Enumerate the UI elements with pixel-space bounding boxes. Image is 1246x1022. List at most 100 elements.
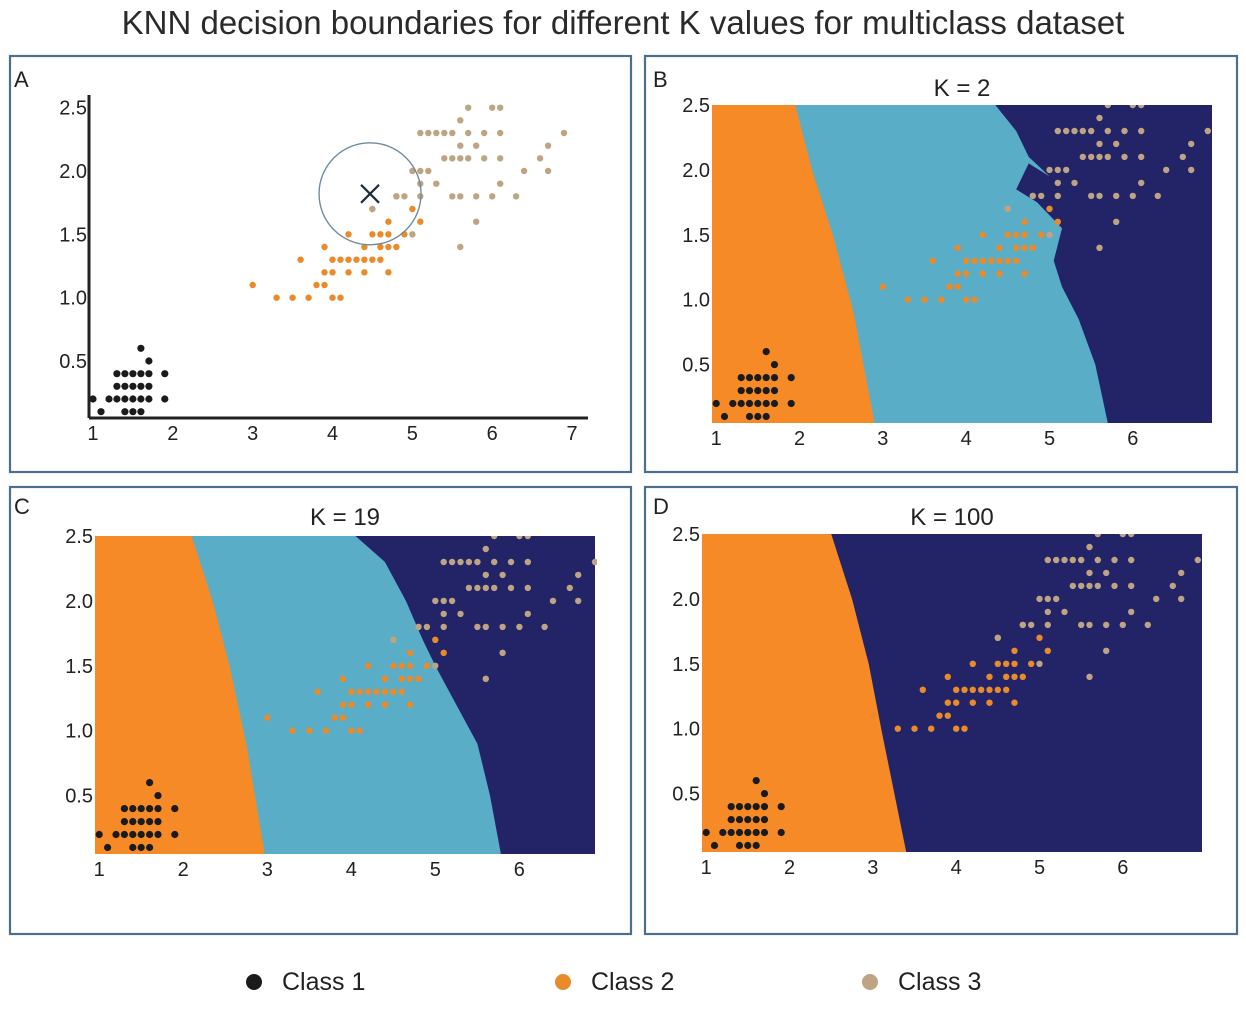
point-class2 (329, 269, 336, 276)
point-class3 (474, 558, 481, 566)
x-tick-label: 1 (711, 428, 722, 450)
point-class3 (1194, 556, 1202, 564)
point-class1 (745, 387, 754, 395)
point-class2 (929, 257, 936, 264)
point-class2 (339, 714, 347, 721)
point-class3 (1054, 179, 1062, 187)
y-tick-label: 2.5 (682, 95, 710, 117)
point-class1 (727, 803, 735, 811)
panel-B: B K = 2 1 2 3 4 5 6 0.5 1.0 1.5 2.0 2.5 (643, 54, 1239, 474)
point-class3 (433, 129, 440, 137)
point-class3 (1086, 582, 1093, 590)
point-class3 (457, 558, 464, 566)
point-class3 (1188, 166, 1195, 174)
point-class2 (364, 688, 372, 695)
point-class2 (377, 256, 384, 263)
legend-swatch-class1 (246, 974, 262, 990)
point-class1 (777, 828, 785, 837)
point-class2 (963, 257, 970, 264)
point-class3 (1004, 205, 1011, 212)
point-class1 (752, 841, 760, 850)
point-class3 (1088, 192, 1095, 200)
point-class3 (1086, 673, 1093, 680)
panel-title: K = 2 (934, 75, 991, 102)
point-class3 (520, 167, 528, 175)
point-class3 (449, 129, 456, 137)
point-class1 (729, 399, 737, 408)
point-class1 (754, 399, 762, 408)
point-class2 (385, 243, 392, 251)
point-class3 (1111, 556, 1118, 564)
point-class3 (441, 155, 448, 162)
point-class3 (1119, 621, 1127, 629)
point-class2 (953, 699, 960, 706)
point-class3 (575, 597, 582, 605)
point-class3 (1028, 621, 1035, 629)
point-class3 (481, 155, 488, 162)
point-class3 (1121, 153, 1128, 161)
point-class2 (1021, 244, 1028, 251)
y-tick-label: 1.5 (672, 654, 700, 676)
x-tick-label: 3 (262, 859, 273, 881)
point-class3 (491, 584, 498, 592)
point-class2 (961, 725, 968, 732)
point-class3 (497, 104, 504, 111)
point-class3 (465, 129, 472, 137)
panel-frame (8, 485, 633, 936)
x-tick-label: 5 (430, 859, 441, 881)
point-class3 (482, 571, 489, 579)
point-class1 (129, 818, 137, 826)
point-class3 (1044, 595, 1052, 603)
point-class1 (720, 412, 729, 421)
point-class3 (1096, 192, 1103, 200)
point-class3 (1088, 153, 1095, 161)
point-class2 (390, 688, 397, 695)
point-class1 (145, 382, 153, 390)
point-class1 (752, 777, 760, 785)
panel-title: K = 19 (310, 504, 380, 531)
point-class3 (549, 597, 557, 605)
point-class2 (944, 712, 951, 719)
point-class2 (1004, 257, 1011, 264)
point-class2 (369, 231, 376, 238)
point-class2 (994, 686, 1001, 693)
point-class1 (171, 805, 179, 813)
region-class1 (95, 536, 265, 854)
point-class2 (398, 662, 405, 669)
point-class3 (1071, 127, 1078, 135)
point-class1 (146, 779, 154, 787)
x-tick-label: 1 (701, 857, 712, 879)
point-class3 (1061, 556, 1068, 564)
point-class2 (398, 675, 405, 682)
point-class3 (1163, 166, 1170, 174)
point-class1 (89, 395, 97, 403)
point-class2 (1011, 647, 1018, 654)
point-class3 (1128, 582, 1135, 590)
x-tick-label: 6 (1127, 428, 1138, 450)
x-tick-label: 2 (178, 859, 189, 881)
point-class1 (712, 399, 720, 408)
point-class2 (971, 296, 978, 303)
point-class2 (946, 283, 953, 290)
point-class2 (406, 649, 414, 656)
point-class2 (361, 256, 368, 263)
point-class3 (1029, 192, 1037, 200)
point-class3 (1063, 166, 1070, 174)
x-tick-label: 5 (407, 423, 418, 445)
point-class3 (1094, 582, 1102, 590)
point-class1 (146, 818, 154, 826)
x-axis: 1 2 3 4 5 6 7 (87, 423, 577, 445)
x-tick-label: 6 (487, 423, 498, 445)
x-axis: 1 2 3 4 5 6 (711, 428, 1139, 450)
point-class3 (440, 610, 447, 618)
x-tick-label: 1 (87, 423, 98, 445)
point-class3 (423, 623, 431, 631)
point-class2 (377, 231, 384, 238)
point-class2 (385, 231, 392, 238)
point-class2 (996, 270, 1003, 277)
point-class3 (497, 180, 504, 187)
point-class1 (104, 843, 112, 852)
point-class3 (497, 129, 504, 137)
point-class1 (113, 370, 121, 378)
